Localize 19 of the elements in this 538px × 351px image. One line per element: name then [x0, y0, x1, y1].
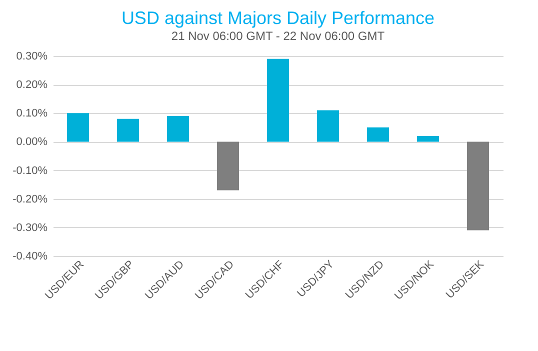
bar: [217, 142, 239, 190]
chart-subtitle: 21 Nov 06:00 GMT - 22 Nov 06:00 GMT: [171, 29, 386, 43]
y-tick-label: 0.00%: [16, 136, 48, 148]
chart-title: USD against Majors Daily Performance: [121, 8, 435, 28]
y-tick-label: 0.10%: [16, 108, 48, 120]
y-tick-label: 0.30%: [16, 50, 48, 62]
bar: [117, 118, 139, 142]
bar: [467, 142, 489, 230]
bar: [267, 58, 289, 142]
y-tick-label: -0.10%: [12, 164, 48, 177]
y-tick-label: -0.40%: [12, 250, 48, 262]
bar: [417, 136, 439, 142]
bar: [367, 127, 389, 142]
y-tick-label: -0.20%: [12, 193, 48, 206]
bar: [167, 116, 189, 142]
y-tick-label: 0.20%: [16, 79, 48, 92]
bar: [67, 113, 89, 142]
bar: [317, 110, 339, 142]
y-tick-label: -0.30%: [12, 222, 48, 234]
